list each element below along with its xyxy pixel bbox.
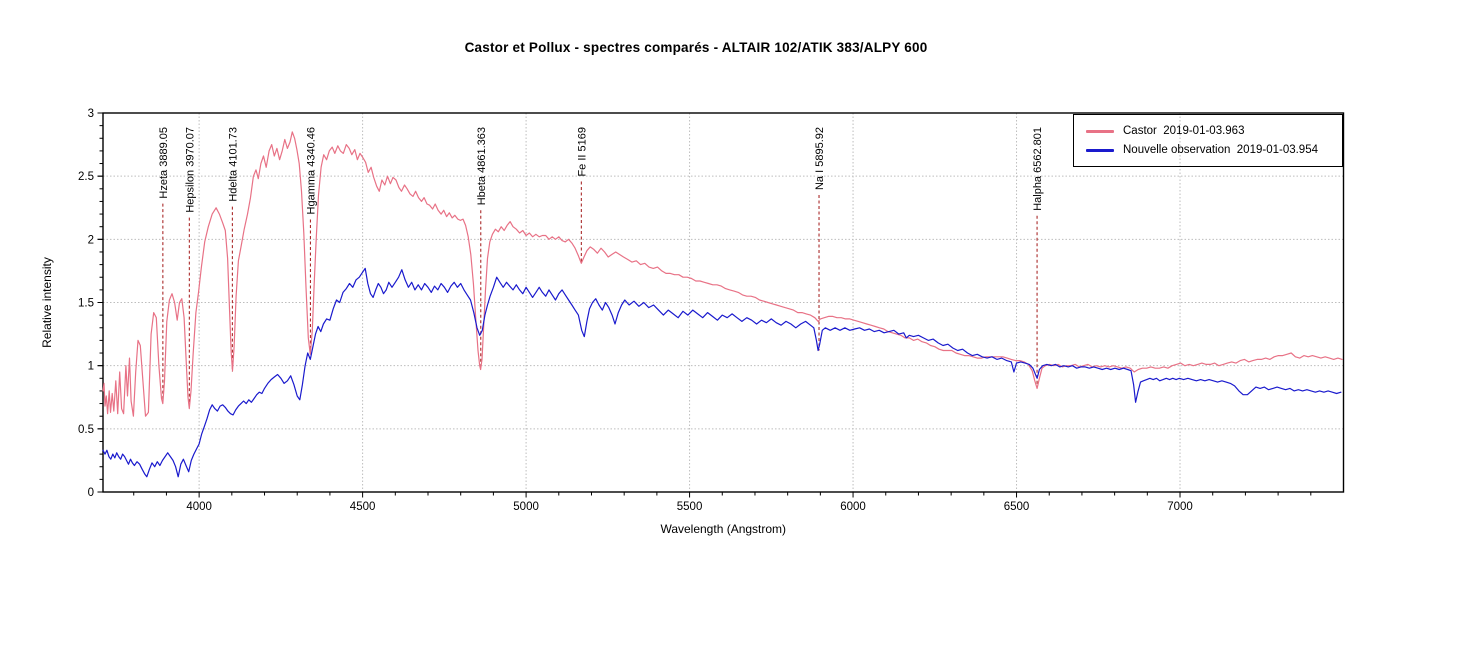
- x-tick-label-4500: 4500: [350, 501, 376, 513]
- x-tick-label-7000: 7000: [1167, 501, 1193, 513]
- annotation-label-hzeta: Hzeta 3889.05: [158, 127, 170, 199]
- annotation-label-hgamma: Hgamma 4340.46: [305, 127, 317, 214]
- x-tick-label-5000: 5000: [513, 501, 539, 513]
- legend: Castor 2019-01-03.963 Nouvelle observati…: [1073, 114, 1343, 167]
- chart-title: Castor et Pollux - spectres comparés - A…: [464, 40, 928, 55]
- annotation-label-hbeta: Hbeta 4861.363: [476, 127, 488, 205]
- annotation-label-hepsilon: Hepsilon 3970.07: [184, 127, 196, 213]
- nouvelle-observation-line-sample: [1086, 148, 1114, 152]
- legend-label-nouvelle-observation: Nouvelle observation 2019-01-03.954: [1123, 144, 1318, 156]
- annotation-label-fe: Fe II 5169: [576, 127, 588, 177]
- legend-item-nouvelle-observation: Nouvelle observation 2019-01-03.954: [1086, 142, 1342, 158]
- annotation-label-halpha: Halpha 6562.801: [1032, 127, 1044, 211]
- y-tick-label-0.5: 0.5: [78, 424, 94, 436]
- legend-item-castor: Castor 2019-01-03.963: [1086, 123, 1342, 139]
- legend-label-castor: Castor 2019-01-03.963: [1123, 125, 1245, 137]
- y-tick-label-2: 2: [88, 234, 94, 246]
- x-axis-label: Wavelength (Angstrom): [660, 522, 786, 536]
- castor-line-sample: [1086, 129, 1114, 133]
- y-axis-label: Relative intensity: [40, 257, 54, 348]
- y-tick-label-2.5: 2.5: [78, 171, 94, 183]
- annotation-label-na: Na I 5895.92: [814, 127, 826, 190]
- nouvelle-observation-series-path: [102, 267, 1342, 478]
- x-tick-label-5500: 5500: [677, 501, 703, 513]
- y-tick-label-1: 1: [88, 361, 94, 373]
- castor-series-path: [102, 131, 1343, 417]
- x-tick-label-4000: 4000: [186, 501, 212, 513]
- y-tick-label-1.5: 1.5: [78, 298, 94, 310]
- x-tick-label-6000: 6000: [840, 501, 866, 513]
- y-tick-label-3: 3: [88, 108, 94, 120]
- annotation-label-hdelta: Hdelta 4101.73: [227, 127, 239, 202]
- x-tick-label-6500: 6500: [1004, 501, 1030, 513]
- y-tick-label-0: 0: [88, 487, 94, 499]
